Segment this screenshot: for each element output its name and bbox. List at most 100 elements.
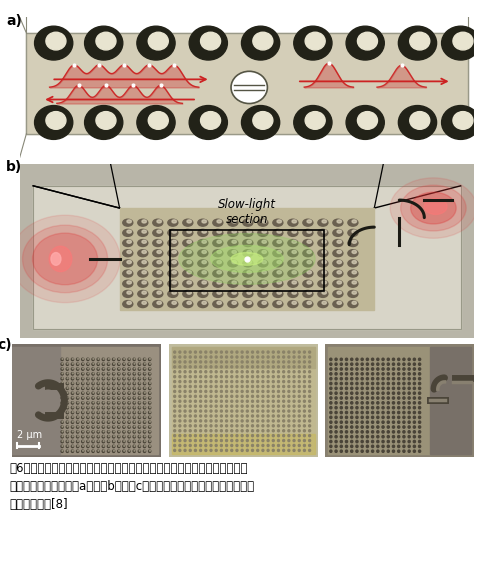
Circle shape (71, 445, 74, 448)
Circle shape (81, 411, 84, 414)
Circle shape (257, 280, 267, 287)
Circle shape (355, 382, 357, 385)
Circle shape (198, 270, 207, 277)
Circle shape (67, 387, 68, 389)
Circle shape (329, 377, 331, 380)
Circle shape (113, 436, 114, 437)
Circle shape (102, 431, 104, 433)
Circle shape (345, 363, 347, 365)
Circle shape (87, 450, 88, 451)
Circle shape (418, 407, 420, 409)
Circle shape (292, 450, 294, 451)
Circle shape (113, 450, 114, 451)
Circle shape (397, 358, 399, 360)
Circle shape (133, 407, 135, 409)
Circle shape (198, 250, 207, 257)
Circle shape (108, 421, 109, 422)
Circle shape (340, 382, 342, 385)
Circle shape (82, 426, 83, 427)
Circle shape (336, 281, 341, 284)
Circle shape (210, 439, 211, 442)
Circle shape (355, 358, 357, 360)
Circle shape (122, 301, 133, 307)
Circle shape (142, 291, 146, 294)
Circle shape (246, 395, 248, 398)
Circle shape (350, 421, 352, 424)
Circle shape (81, 416, 84, 418)
Circle shape (407, 363, 409, 365)
Circle shape (291, 281, 296, 284)
Circle shape (122, 260, 133, 267)
Circle shape (87, 421, 89, 424)
Circle shape (262, 381, 264, 382)
Circle shape (256, 385, 258, 387)
Circle shape (122, 373, 125, 375)
Circle shape (122, 290, 133, 297)
Circle shape (292, 444, 294, 447)
Circle shape (298, 444, 300, 447)
Circle shape (287, 439, 289, 442)
Circle shape (272, 410, 274, 412)
Circle shape (118, 382, 120, 385)
Circle shape (391, 368, 394, 370)
Circle shape (397, 387, 399, 390)
Circle shape (303, 385, 305, 387)
Circle shape (118, 392, 120, 394)
Circle shape (71, 392, 74, 394)
Circle shape (227, 270, 237, 277)
Circle shape (251, 405, 253, 407)
Circle shape (292, 381, 294, 382)
Circle shape (149, 402, 150, 403)
Circle shape (287, 410, 289, 412)
Circle shape (282, 420, 284, 422)
Circle shape (412, 382, 415, 385)
Circle shape (107, 382, 109, 385)
Circle shape (92, 373, 94, 375)
Circle shape (149, 416, 150, 417)
Circle shape (138, 435, 140, 438)
Circle shape (128, 358, 130, 360)
Circle shape (345, 373, 347, 375)
Circle shape (225, 405, 227, 407)
Circle shape (287, 405, 289, 407)
Circle shape (386, 397, 388, 399)
Circle shape (251, 435, 253, 437)
Circle shape (236, 351, 238, 353)
Circle shape (412, 387, 415, 390)
Circle shape (391, 397, 394, 399)
Circle shape (157, 301, 161, 305)
Circle shape (272, 240, 282, 246)
Circle shape (204, 420, 206, 422)
Circle shape (241, 105, 279, 139)
Circle shape (81, 387, 84, 390)
Text: Slow-light
section: Slow-light section (218, 197, 275, 226)
Circle shape (243, 280, 252, 287)
Circle shape (357, 32, 377, 50)
Circle shape (402, 392, 404, 394)
Circle shape (360, 411, 363, 413)
Circle shape (72, 382, 73, 384)
Circle shape (92, 397, 94, 399)
Circle shape (246, 405, 248, 407)
Circle shape (173, 366, 175, 368)
Circle shape (334, 416, 336, 418)
Circle shape (210, 395, 211, 398)
Circle shape (276, 240, 281, 243)
Circle shape (329, 411, 331, 413)
Circle shape (293, 26, 331, 60)
Circle shape (345, 450, 347, 452)
Circle shape (329, 431, 331, 433)
Circle shape (371, 407, 373, 409)
Circle shape (256, 430, 258, 432)
Circle shape (355, 440, 357, 443)
Circle shape (407, 426, 409, 428)
Circle shape (123, 373, 124, 374)
Circle shape (113, 426, 114, 427)
Circle shape (266, 439, 268, 442)
Circle shape (102, 440, 104, 443)
Circle shape (167, 290, 178, 297)
Circle shape (345, 440, 347, 443)
Circle shape (350, 416, 352, 418)
Circle shape (134, 440, 135, 442)
Circle shape (112, 382, 115, 385)
